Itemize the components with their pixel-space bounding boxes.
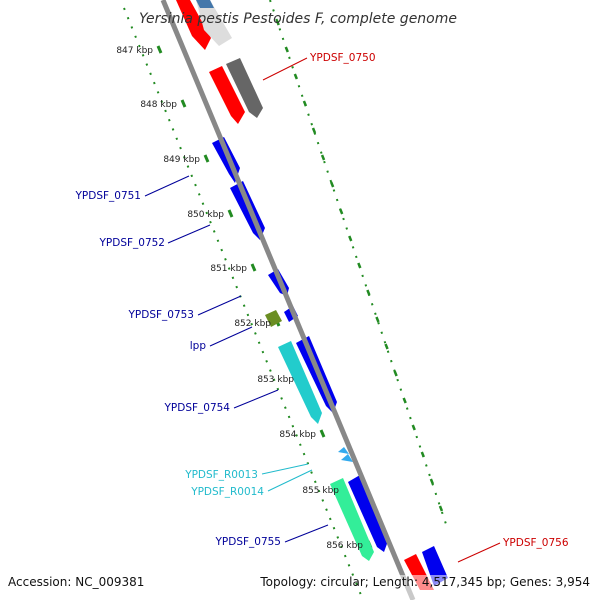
tick-mark: [227, 209, 234, 218]
minor-tick-mark: [329, 181, 335, 188]
gene-arrow-0750-gray[interactable]: [226, 58, 263, 118]
gene-arrow-r0013[interactable]: [338, 447, 349, 454]
gene-arrow-top-white[interactable]: [196, 0, 232, 46]
gene-label-leader: [457, 542, 501, 563]
tick-label: 854 kbp: [279, 430, 316, 440]
minor-tick-mark: [302, 100, 308, 107]
minor-tick-mark: [384, 343, 389, 350]
accession-text: Accession: NC_009381: [8, 575, 144, 589]
gene-label-leader: [197, 295, 242, 316]
gene-arrow-0750-red[interactable]: [209, 66, 245, 124]
gene-label[interactable]: lpp: [190, 340, 207, 352]
gene-label[interactable]: YPDSF_R0013: [184, 469, 258, 481]
tick-label: 848 kbp: [140, 100, 177, 110]
tick-mark: [250, 263, 257, 272]
gene-label-leader: [267, 469, 313, 492]
gene-arrow-0754-cyan[interactable]: [278, 341, 322, 424]
tick-labels: 847 kbp 848 kbp 849 kbp 850 kbp 851 kbp 852 k…: [116, 46, 363, 551]
gene-label-leader: [144, 175, 190, 197]
minor-tick-mark: [275, 19, 280, 26]
gene-label-leader: [233, 389, 279, 409]
genome-backbone: [160, 0, 416, 600]
bottom-fade: [380, 575, 460, 600]
gene-label[interactable]: YPDSF_0753: [127, 309, 194, 321]
gene-arrow-top-red[interactable]: [176, 0, 211, 50]
minor-tick-mark: [311, 127, 317, 134]
minor-tick-mark: [320, 154, 326, 161]
gene-label[interactable]: YPDSF_0756: [502, 537, 569, 549]
gene-arrow-top-lightblue[interactable]: [196, 0, 214, 8]
tick-mark: [319, 429, 326, 438]
gene-label-leader: [209, 326, 253, 347]
gene-arrow-0755-teal[interactable]: [330, 478, 374, 561]
minor-tick-mark: [375, 316, 380, 323]
gene-arrow-lpp[interactable]: [265, 310, 282, 327]
minor-tick-mark: [357, 262, 362, 269]
gene-features: [176, 0, 448, 590]
gene-label[interactable]: YPDSF_0750: [309, 52, 376, 64]
gene-labels: YPDSF_0750 YPDSF_0751 YPDSF_0752 YPDSF_0753…: [74, 52, 569, 563]
minor-tick-mark: [339, 208, 344, 215]
minor-tick-mark: [393, 370, 398, 377]
gene-label-leader: [284, 524, 329, 543]
gene-label-leader: [167, 224, 211, 244]
tick-label: 852 kbp: [234, 319, 271, 329]
minor-tick-mark: [420, 451, 425, 458]
minor-tick-mark: [284, 46, 289, 53]
tick-label: 847 kbp: [116, 46, 153, 56]
gene-label-leader: [262, 57, 308, 81]
minor-tick-mark: [429, 478, 435, 485]
tick-label: 853 kbp: [257, 375, 294, 385]
minor-tick-mark: [366, 289, 371, 296]
tick-mark: [203, 154, 210, 163]
tick-mark: [156, 45, 163, 54]
tick-label: 855 kbp: [302, 486, 339, 496]
gene-label[interactable]: YPDSF_0755: [214, 536, 281, 548]
gene-label[interactable]: YPDSF_R0014: [190, 486, 264, 498]
genome-title: Yersinia pestis Pestoides F, complete ge…: [139, 11, 457, 27]
summary-text: Topology: circular; Length: 4,517,345 bp…: [259, 575, 590, 589]
minor-tick-mark: [293, 73, 299, 80]
gene-label[interactable]: YPDSF_0754: [163, 402, 230, 414]
minor-tick-mark: [411, 424, 416, 431]
minor-tick-mark: [438, 505, 444, 512]
minor-tick-mark: [402, 397, 407, 404]
gene-arrow-0755-blue[interactable]: [348, 475, 388, 552]
gene-arrow-r0014[interactable]: [341, 454, 353, 462]
minor-tick-mark: [348, 235, 353, 242]
tick-mark: [180, 99, 187, 108]
gene-label[interactable]: YPDSF_0752: [98, 237, 165, 249]
tick-label: 856 kbp: [326, 541, 363, 551]
tick-label: 850 kbp: [187, 210, 224, 220]
gene-label-leader: [261, 463, 309, 475]
tick-label: 849 kbp: [163, 155, 200, 165]
gene-label[interactable]: YPDSF_0751: [74, 190, 141, 202]
tick-label: 851 kbp: [210, 264, 247, 274]
